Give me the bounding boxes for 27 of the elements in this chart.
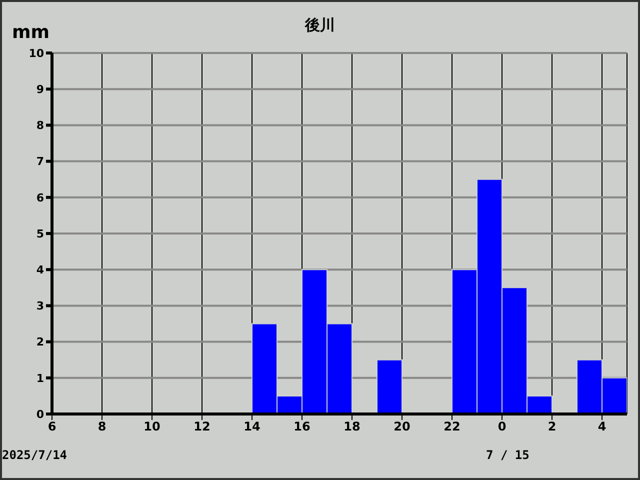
- x-tick-label: 2: [548, 420, 556, 434]
- y-tick-label: 9: [36, 83, 44, 96]
- y-tick-label: 8: [36, 119, 44, 132]
- x-tick-label: 8: [98, 420, 106, 434]
- x-tick-label: 10: [144, 420, 160, 434]
- y-tick-label: 10: [28, 46, 44, 60]
- text: 7 / 15: [486, 448, 530, 462]
- x-tick-label: 16: [294, 420, 310, 434]
- y-tick-label: 7: [36, 155, 44, 168]
- y-tick-label: 2: [36, 336, 44, 349]
- x-tick-label: 18: [344, 420, 360, 434]
- x-tick-label: 12: [194, 420, 210, 434]
- x-tick-label: 14: [244, 420, 260, 434]
- x-tick-label: 22: [444, 420, 460, 434]
- x-tick-label: 6: [48, 420, 56, 434]
- y-tick-label: 0: [36, 408, 44, 421]
- y-tick-label: 1: [36, 372, 44, 385]
- chart-title: 後川: [305, 16, 335, 34]
- y-tick-label: 3: [36, 300, 44, 313]
- x-tick-label: 20: [394, 420, 410, 434]
- x-tick-label: 0: [498, 420, 506, 434]
- y-tick-label: 5: [36, 227, 44, 240]
- text: 2025/7/14: [2, 448, 68, 462]
- x-tick-label: 4: [598, 420, 606, 434]
- y-axis-title: mm: [12, 22, 50, 43]
- y-tick-label: 4: [36, 264, 44, 277]
- y-tick-label: 6: [36, 191, 44, 204]
